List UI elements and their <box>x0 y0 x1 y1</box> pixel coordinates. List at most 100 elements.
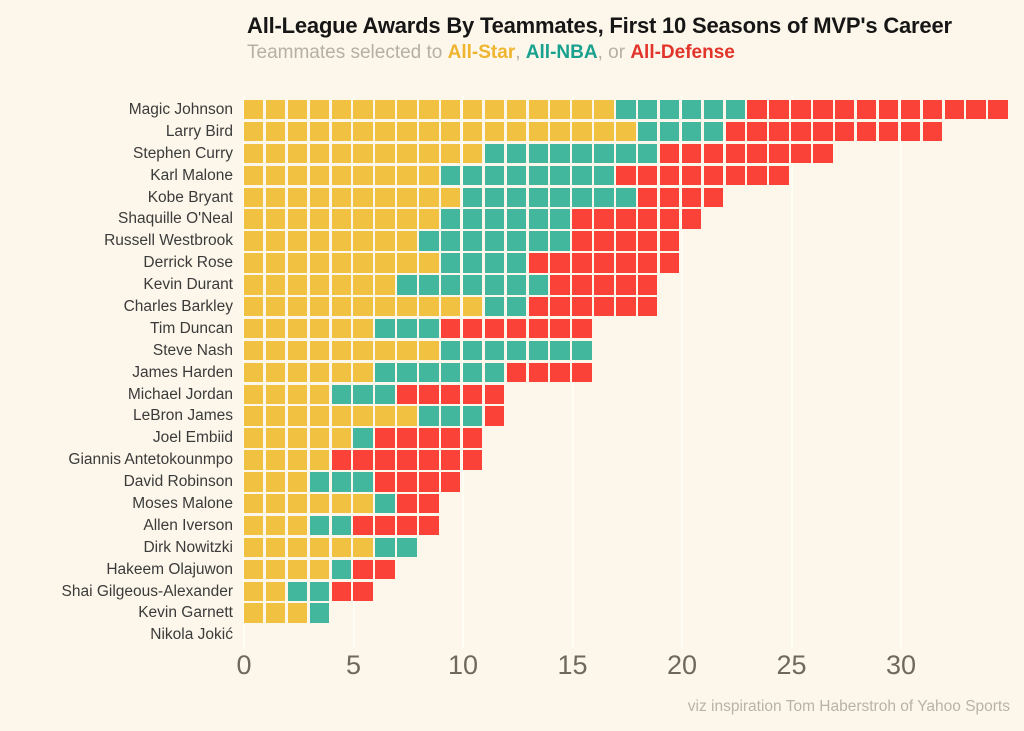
all-star-square <box>353 406 373 426</box>
all-star-square <box>265 362 286 383</box>
all-nba-square <box>550 165 570 186</box>
all-defense-square <box>572 297 592 317</box>
all-defense-square <box>397 450 417 470</box>
player-label: Michael Jordan <box>127 385 233 403</box>
all-defense-square <box>441 318 461 339</box>
all-defense-square <box>703 143 724 164</box>
all-star-square <box>419 209 439 229</box>
all-star-square <box>265 472 286 492</box>
all-star-square <box>265 340 286 361</box>
chart-row: Moses Malone <box>30 494 1010 516</box>
all-star-square <box>244 428 264 448</box>
chart-title: All-League Awards By Teammates, First 10… <box>247 13 952 38</box>
all-nba-square <box>484 362 505 383</box>
all-nba-square <box>375 318 395 339</box>
all-defense-square <box>462 428 483 448</box>
all-star-square <box>331 100 351 120</box>
all-nba-square <box>484 340 505 361</box>
all-defense-square <box>594 297 614 317</box>
all-defense-square <box>703 165 724 186</box>
all-nba-square <box>419 231 439 251</box>
all-nba-square <box>397 537 417 558</box>
all-defense-square <box>681 143 702 164</box>
all-nba-square <box>419 275 439 295</box>
chart-row: David Robinson <box>30 472 1010 494</box>
all-defense-square <box>550 297 570 317</box>
all-defense-square <box>353 581 373 601</box>
gridline <box>900 96 902 648</box>
all-star-square <box>309 187 330 207</box>
all-star-square <box>419 187 439 207</box>
all-star-square <box>572 100 592 120</box>
all-nba-square <box>703 121 724 142</box>
all-nba-square <box>506 187 527 207</box>
all-star-square <box>397 209 417 229</box>
all-star-square <box>375 209 395 229</box>
all-nba-square <box>572 187 592 207</box>
player-bar <box>244 494 441 514</box>
player-label: LeBron James <box>133 407 233 425</box>
all-star-square <box>265 559 286 580</box>
player-label: Dirk Nowitzki <box>143 538 233 556</box>
all-defense-square <box>638 209 658 229</box>
all-star-square <box>594 121 614 142</box>
all-star-square <box>353 297 373 317</box>
all-star-square <box>375 253 395 273</box>
all-star-square <box>397 121 417 142</box>
all-defense-square <box>462 318 483 339</box>
player-bar <box>244 537 419 558</box>
all-nba-square <box>397 275 417 295</box>
all-star-square <box>353 165 373 186</box>
all-star-square <box>265 165 286 186</box>
all-star-square <box>331 209 351 229</box>
all-nba-square <box>375 384 395 404</box>
all-nba-square <box>528 275 548 295</box>
player-bar <box>244 515 441 536</box>
all-star-square <box>419 143 439 164</box>
chart-subtitle: Teammates selected to All-Star, All-NBA,… <box>247 42 735 64</box>
all-star-square <box>265 209 286 229</box>
all-star-square <box>244 384 264 404</box>
player-bar <box>244 428 485 448</box>
all-star-square <box>353 209 373 229</box>
all-defense-square <box>835 100 855 120</box>
all-star-square <box>265 494 286 514</box>
all-nba-square <box>462 253 483 273</box>
all-defense-square <box>419 472 439 492</box>
all-star-square <box>287 209 308 229</box>
player-label: Kobe Bryant <box>147 188 233 206</box>
player-label: David Robinson <box>123 473 233 491</box>
all-star-square <box>484 100 505 120</box>
all-star-square <box>287 472 308 492</box>
all-nba-square <box>484 143 505 164</box>
all-nba-square <box>506 253 527 273</box>
all-star-square <box>441 143 461 164</box>
all-nba-square <box>594 143 614 164</box>
player-label: Kevin Garnett <box>138 604 233 622</box>
all-star-square <box>309 362 330 383</box>
all-defense-square <box>616 275 636 295</box>
all-nba-square <box>462 209 483 229</box>
all-star-square <box>265 450 286 470</box>
all-nba-square <box>462 406 483 426</box>
all-defense-square <box>528 362 548 383</box>
all-star-square <box>397 165 417 186</box>
all-star-square <box>375 297 395 317</box>
all-nba-square <box>703 100 724 120</box>
player-label: Steve Nash <box>152 341 233 359</box>
all-defense-square <box>813 143 833 164</box>
chart-row: Hakeem Olajuwon <box>30 559 1010 582</box>
all-defense-square <box>681 187 702 207</box>
all-star-square <box>528 121 548 142</box>
all-nba-square <box>331 515 351 536</box>
player-label: Kevin Durant <box>143 276 233 294</box>
all-defense-square <box>528 318 548 339</box>
all-star-square <box>244 143 264 164</box>
all-star-square <box>397 231 417 251</box>
all-star-square <box>309 384 330 404</box>
all-star-square <box>331 494 351 514</box>
all-nba-square <box>528 143 548 164</box>
all-nba-square <box>309 472 330 492</box>
all-star-square <box>397 297 417 317</box>
all-defense-square <box>550 253 570 273</box>
